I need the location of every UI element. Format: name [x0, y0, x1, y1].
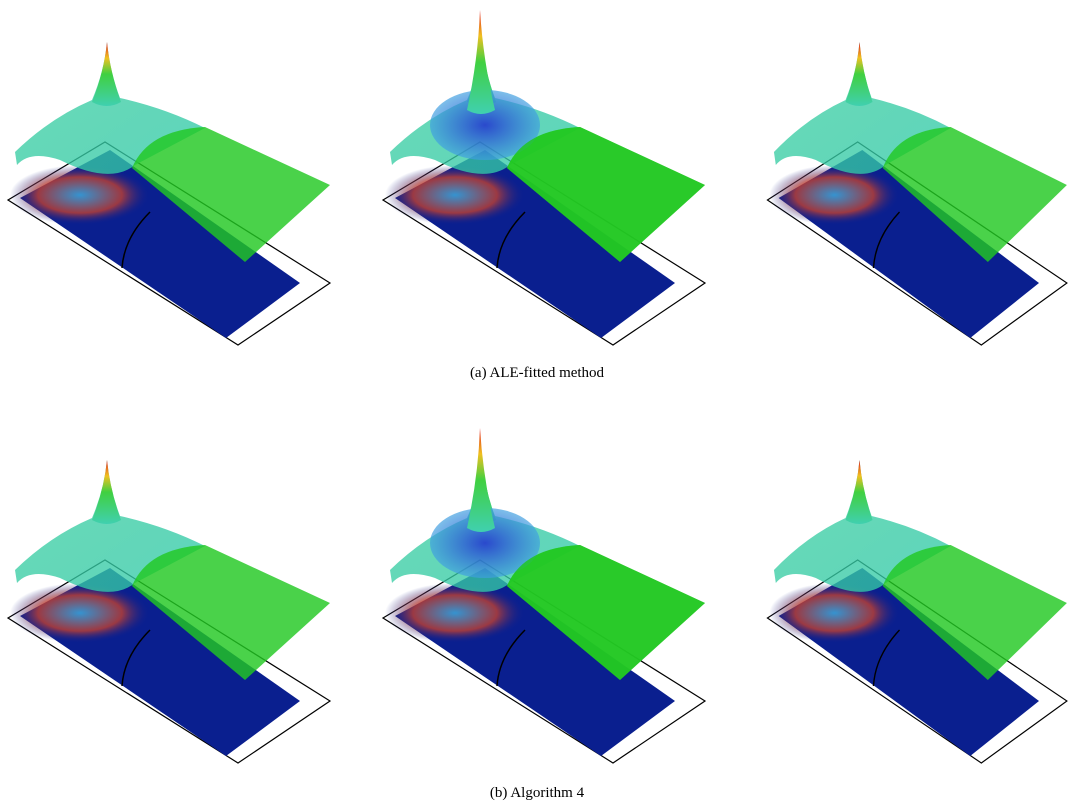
caption: (a) ALE-fitted method [470, 365, 605, 381]
panel-b-right [766, 459, 1068, 764]
panel-a-left [7, 41, 331, 346]
panel-a-middle [383, 10, 705, 345]
surface-plot-ref [766, 459, 1068, 764]
surface-plot-ref [766, 41, 1068, 346]
panel-b-left [7, 459, 331, 764]
caption: (b) Algorithm 4 [490, 785, 585, 801]
panel-b-middle [383, 428, 705, 763]
panel-a-right [766, 41, 1068, 346]
